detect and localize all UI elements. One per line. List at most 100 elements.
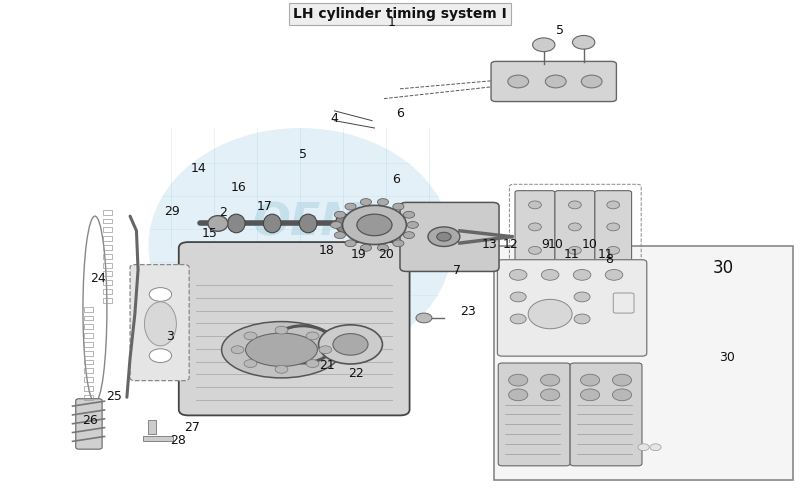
Circle shape [569,201,582,209]
Circle shape [275,365,288,373]
Circle shape [510,270,527,280]
Text: 5: 5 [298,148,306,162]
Text: 27: 27 [185,421,200,434]
Circle shape [613,374,631,386]
Text: 1: 1 [388,16,396,29]
Circle shape [541,374,560,386]
Bar [84,359,93,364]
Circle shape [606,270,623,280]
Bar [103,245,112,250]
Circle shape [342,205,406,245]
Text: 17: 17 [256,200,272,213]
Circle shape [581,374,600,386]
Text: 10: 10 [548,238,564,251]
Circle shape [533,38,555,52]
Text: 4: 4 [330,111,338,125]
FancyBboxPatch shape [178,242,410,415]
Text: 22: 22 [348,367,364,380]
Bar [103,289,112,294]
Circle shape [541,389,560,401]
Text: 19: 19 [350,248,366,261]
Circle shape [574,292,590,302]
Ellipse shape [227,214,245,233]
Text: 3: 3 [166,329,174,343]
Text: 7: 7 [454,265,462,277]
Bar [84,368,93,373]
Text: 18: 18 [318,244,334,257]
Text: 28: 28 [170,434,186,447]
Circle shape [393,240,404,247]
Circle shape [244,360,257,367]
Ellipse shape [145,302,176,346]
Circle shape [231,346,244,354]
Circle shape [378,198,389,205]
FancyBboxPatch shape [614,293,634,313]
Circle shape [509,374,528,386]
Ellipse shape [149,128,452,363]
Circle shape [510,314,526,324]
Text: 8: 8 [606,253,614,266]
Text: 11: 11 [564,248,579,261]
Circle shape [334,232,346,239]
Circle shape [275,326,288,334]
FancyBboxPatch shape [595,191,631,263]
Circle shape [613,389,631,401]
FancyBboxPatch shape [491,61,617,102]
Bar [84,377,93,382]
Circle shape [393,203,404,210]
Text: 9: 9 [542,238,550,251]
Bar [103,236,112,241]
Bar [103,263,112,268]
Circle shape [542,270,559,280]
Circle shape [607,246,620,254]
Circle shape [638,444,649,451]
Circle shape [416,313,432,323]
Circle shape [345,203,356,210]
Circle shape [582,75,602,88]
Circle shape [437,232,451,241]
Text: MOTORPARTS: MOTORPARTS [222,262,394,282]
Bar [84,325,93,329]
Circle shape [333,333,368,355]
Ellipse shape [263,214,281,233]
Text: 16: 16 [231,181,246,194]
Bar [103,210,112,215]
Text: 24: 24 [90,273,106,285]
Text: LH cylinder timing system I: LH cylinder timing system I [293,7,507,21]
FancyBboxPatch shape [515,191,555,263]
FancyBboxPatch shape [400,202,499,272]
Circle shape [403,232,414,239]
Text: 21: 21 [318,359,334,372]
Circle shape [150,317,171,331]
Circle shape [150,349,171,362]
Circle shape [330,221,342,228]
Text: 11: 11 [598,248,614,261]
Text: 5: 5 [556,24,564,36]
Ellipse shape [208,216,228,231]
Bar [143,436,173,441]
Bar [84,333,93,338]
Text: 10: 10 [582,238,598,251]
Circle shape [357,214,392,236]
Circle shape [529,223,542,231]
Circle shape [318,325,382,364]
Text: 23: 23 [460,305,476,318]
Circle shape [407,221,418,228]
Bar [84,351,93,355]
Bar [103,227,112,232]
Circle shape [360,245,371,251]
Circle shape [319,346,332,354]
Text: 30: 30 [719,351,735,364]
Text: 25: 25 [106,390,122,403]
Bar [103,298,112,303]
FancyBboxPatch shape [498,363,570,466]
Text: 6: 6 [392,173,400,186]
Circle shape [529,246,542,254]
Circle shape [581,389,600,401]
Circle shape [546,75,566,88]
Bar [84,307,93,312]
FancyBboxPatch shape [130,265,189,381]
Bar [84,386,93,391]
Text: 2: 2 [218,206,226,218]
Circle shape [650,444,661,451]
